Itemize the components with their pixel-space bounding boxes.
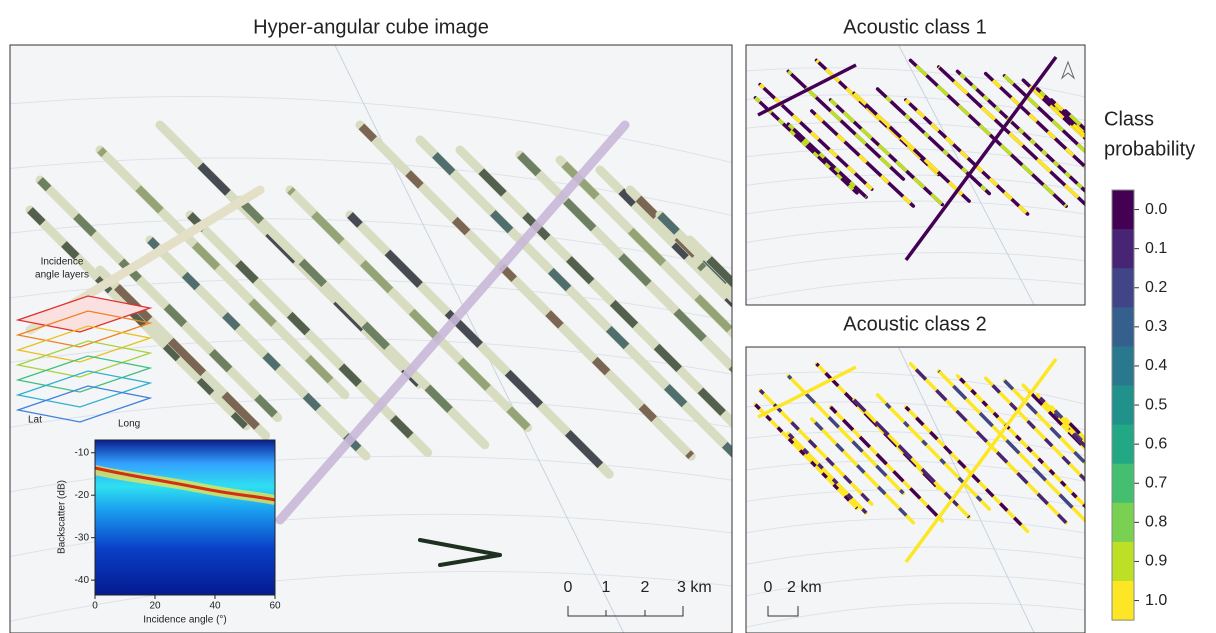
colorbar-swatch [1112,503,1134,543]
colorbar-swatch [1112,229,1134,269]
scale-label: 0 [564,579,573,596]
colorbar-tick-label: 1.0 [1145,592,1167,609]
scale-label: 0 [764,579,773,596]
colorbar-swatch [1112,425,1134,465]
cube-label: Incidence [41,257,84,268]
colorbar-tick-label: 0.8 [1145,514,1167,531]
colorbar-swatch [1112,307,1134,347]
class2-title: Acoustic class 2 [843,313,986,335]
scale-label: 3 km [677,579,712,596]
colorbar-tick-label: 0.5 [1145,396,1167,413]
colorbar-title: Class [1104,108,1154,130]
colorbar: 0.0 0.1 0.2 0.3 0.4 0.5 0.6 0.7 0.8 0.9 1.0 [1112,190,1167,621]
colorbar-tick-label: 0.1 [1145,240,1167,257]
colorbar-swatch [1112,268,1134,308]
y-axis-label: Backscatter (dB) [57,480,68,554]
heatmap-image [95,440,275,595]
colorbar-tick-label: 0.6 [1145,435,1167,452]
colorbar-swatch [1112,581,1134,621]
colorbar-swatch [1112,346,1134,386]
x-axis-label: Incidence angle (°) [143,615,227,626]
colorbar-swatch [1112,542,1134,582]
cube-label: Lat [28,415,42,426]
cube-label: angle layers [35,270,89,281]
y-tick-label: -20 [75,490,90,501]
figure: Hyper-angular cube image Acoustic class … [0,0,1216,633]
y-tick-label: -40 [75,575,90,586]
scale-label: 2 km [787,579,822,596]
y-tick-label: -30 [75,532,90,543]
colorbar-tick-label: 0.3 [1145,318,1167,335]
colorbar-title: probability [1104,138,1195,160]
colorbar-swatch [1112,464,1134,504]
x-tick-label: 40 [209,601,221,612]
colorbar-tick-label: 0.9 [1145,553,1167,570]
scale-label: 2 [641,579,650,596]
colorbar-swatch [1112,190,1134,230]
colorbar-swatch [1112,386,1134,426]
scale-label: 1 [602,579,611,596]
x-tick-label: 60 [269,601,281,612]
x-tick-label: 20 [149,601,161,612]
class1-title: Acoustic class 1 [843,16,986,38]
colorbar-tick-label: 0.0 [1145,201,1167,218]
cube-label: Long [118,419,140,430]
colorbar-tick-label: 0.2 [1145,279,1167,296]
colorbar-tick-label: 0.7 [1145,474,1167,491]
colorbar-tick-label: 0.4 [1145,357,1167,374]
class1-map [746,45,1136,305]
main-title: Hyper-angular cube image [253,16,489,38]
x-tick-label: 0 [92,601,98,612]
page: Hyper-angular cube image Acoustic class … [0,0,1216,633]
y-tick-label: -10 [75,447,90,458]
